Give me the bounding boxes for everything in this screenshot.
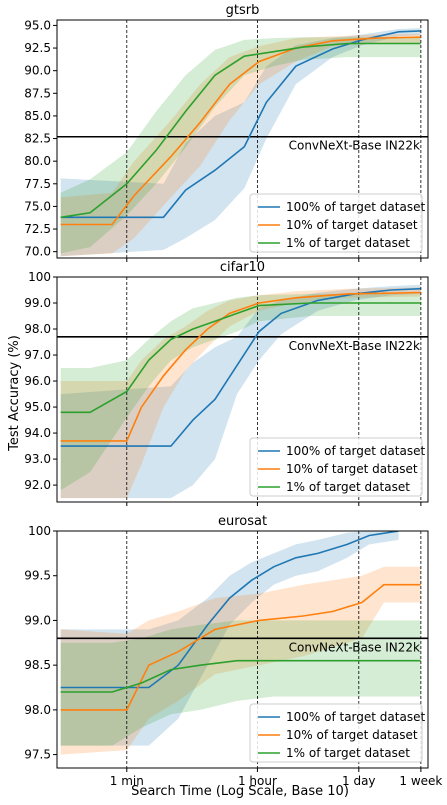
legend-entry: 1% of target dataset	[286, 236, 410, 250]
panel-title: gtsrb	[226, 3, 260, 18]
plot-area	[57, 277, 428, 502]
series-line	[60, 42, 421, 219]
confidence-band	[60, 287, 421, 499]
y-tick-label: 85.0	[24, 109, 51, 123]
y-tick-label: 97.0	[24, 348, 51, 362]
legend-entry: 100% of target dataset	[286, 444, 425, 458]
y-tick-label: 97.5	[24, 748, 51, 762]
confidence-band	[60, 620, 421, 746]
panel-title: cifar10	[220, 260, 265, 275]
axes-frame	[56, 530, 429, 769]
legend: 100% of target dataset 10% of target data…	[249, 437, 425, 497]
y-axis-label: Test Accuracy (%)	[7, 335, 22, 452]
legend-entry: 1% of target dataset	[286, 480, 410, 494]
y-tick-label: 98.5	[24, 658, 51, 672]
series-line	[60, 583, 421, 711]
y-tick-label: 98.0	[24, 703, 51, 717]
y-tick-label: 100	[28, 270, 51, 284]
y-tick-label: 77.5	[24, 177, 51, 191]
legend-box	[249, 193, 423, 253]
y-tick-label: 99.0	[24, 296, 51, 310]
legend: 100% of target dataset 10% of target data…	[249, 703, 425, 763]
series-line	[60, 36, 421, 226]
y-tick-label: 100	[28, 524, 51, 538]
confidence-band	[60, 37, 421, 254]
legend-entry: 1% of target dataset	[286, 746, 410, 760]
series-line	[60, 291, 421, 442]
y-tick-label: 80.0	[24, 154, 51, 168]
legend-entry: 100% of target dataset	[286, 710, 425, 724]
y-tick-label: 98.0	[24, 322, 51, 336]
confidence-band	[60, 33, 421, 257]
legend-box	[249, 437, 423, 497]
series-line	[60, 659, 421, 693]
series-line	[60, 287, 421, 447]
panel-eurosat: eurosat ConvNeXt-Base IN22k 97.5 98.0 98.5 99…	[24, 514, 442, 788]
reference-label: ConvNeXt-Base IN22k	[289, 139, 420, 153]
axes-frame	[56, 276, 429, 503]
x-tick-label: 1 week	[399, 774, 442, 788]
y-tick-label: 96.0	[24, 374, 51, 388]
x-tick-label: 1 min	[110, 774, 144, 788]
y-tick-label: 99.0	[24, 613, 51, 627]
legend: 100% of target dataset 10% of target data…	[249, 193, 425, 253]
y-tick-label: 95.0	[24, 400, 51, 414]
y-tick-label: 72.5	[24, 222, 51, 236]
reference-label: ConvNeXt-Base IN22k	[289, 640, 420, 654]
x-axis-label: Search Time (Log Scale, Base 10)	[131, 784, 349, 799]
legend-entry: 100% of target dataset	[286, 200, 425, 214]
y-tick-label: 93.0	[24, 452, 51, 466]
y-tick-label: 87.5	[24, 86, 51, 100]
y-tick-label: 82.5	[24, 132, 51, 146]
x-tick-label: 1 day	[342, 774, 376, 788]
legend-box	[249, 703, 423, 763]
y-tick-label: 92.5	[24, 41, 51, 55]
panel-gtsrb: gtsrb ConvNeXt-Base IN22k 70.0 72.5 75.0 77.5…	[24, 3, 429, 262]
plot-area	[57, 20, 428, 258]
panel-cifar10: cifar10 ConvNeXt-Base IN22k 92.0 93.0 94.0 95…	[24, 260, 429, 506]
confidence-band	[60, 284, 421, 499]
confidence-band	[60, 293, 421, 491]
y-tick-label: 75.0	[24, 199, 51, 213]
panel-title: eurosat	[218, 514, 267, 529]
y-tick-label: 99.5	[24, 569, 51, 583]
y-tick-label: 94.0	[24, 426, 51, 440]
y-tick-label: 95.0	[24, 18, 51, 32]
y-tick-label: 92.0	[24, 478, 51, 492]
x-tick-label: 1 hour	[238, 774, 277, 788]
legend-entry: 10% of target dataset	[286, 218, 418, 232]
legend-entry: 10% of target dataset	[286, 462, 418, 476]
confidence-band	[60, 531, 399, 746]
plot-area	[57, 531, 428, 768]
series-line	[60, 302, 421, 414]
series-line	[60, 30, 421, 219]
confidence-band	[60, 28, 421, 257]
reference-label: ConvNeXt-Base IN22k	[289, 339, 420, 353]
legend-entry: 10% of target dataset	[286, 728, 418, 742]
y-tick-label: 90.0	[24, 64, 51, 78]
y-tick-label: 70.0	[24, 245, 51, 259]
